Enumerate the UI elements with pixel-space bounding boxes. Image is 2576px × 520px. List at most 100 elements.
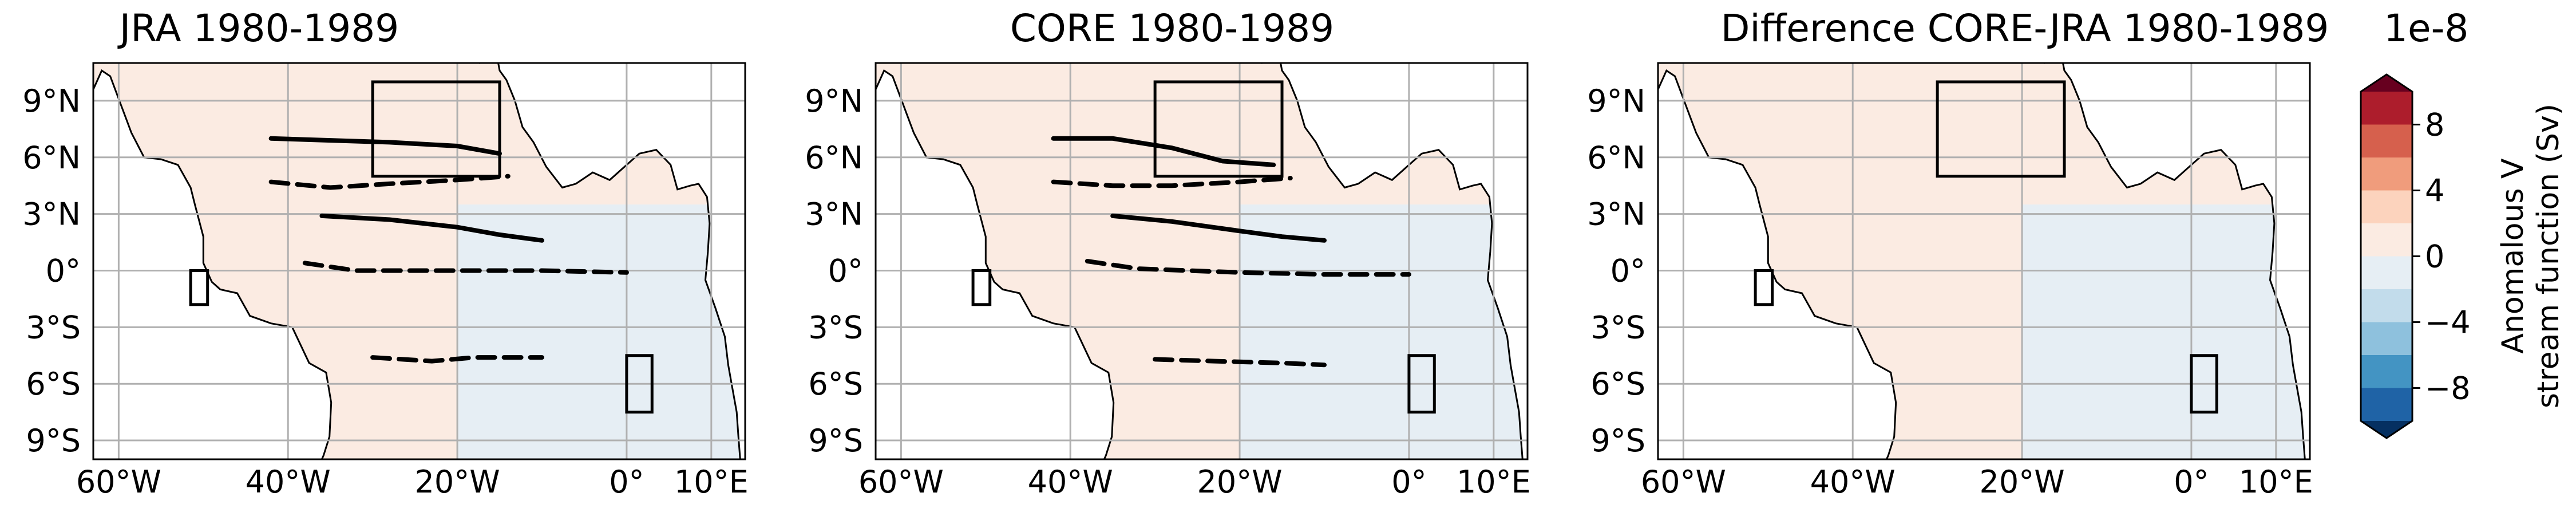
colorbar-level: [2361, 355, 2412, 388]
x-tick-label: 60°W: [1641, 464, 1726, 500]
africa-land: [1261, 63, 1528, 459]
contour-dashed-1: [268, 174, 511, 190]
colorbar-tick-label: 4: [2425, 173, 2444, 209]
y-tick-label: 3°S: [26, 309, 81, 345]
panel-title: Difference CORE-JRA 1980-1989: [1721, 6, 2329, 50]
axes-frame: [1657, 62, 2311, 460]
colorbar-tick-label: −8: [2425, 371, 2471, 407]
y-tick-label: 9°S: [808, 423, 863, 459]
x-tick-label: 20°W: [415, 464, 500, 500]
colorbar-level: [2361, 289, 2412, 322]
x-tick-label: 10°E: [674, 464, 749, 500]
y-tick-label: 3°N: [805, 196, 863, 233]
field-north-band: [876, 63, 1240, 120]
colorbar-label-line2: stream function (Sv): [2531, 104, 2566, 408]
y-tick-label: 3°S: [808, 309, 863, 345]
colorbar-exponent-label: 1e-8: [2384, 6, 2468, 50]
region-box-0: [1153, 80, 1284, 178]
x-tick-label: 10°E: [2239, 464, 2313, 500]
y-tick-label: 6°S: [808, 366, 863, 402]
y-tick-label: 0°: [46, 253, 81, 289]
map-panel-core: CORE 1980-1989 60°W 40°W 20°W 0° 10°E 9°N 6°N 3…: [805, 6, 1531, 500]
y-tick-label: 9°S: [26, 423, 81, 459]
contour-dashed-3: [302, 261, 629, 275]
contour-solid-0: [1051, 136, 1276, 167]
colorbar-level: [2361, 388, 2412, 421]
x-tick-label: 40°W: [1810, 464, 1896, 500]
region-box-0: [371, 80, 501, 178]
region-box-2: [189, 269, 209, 306]
y-tick-label: 0°: [828, 253, 863, 289]
x-tick-label: 40°W: [246, 464, 331, 500]
x-tick-label: 60°W: [76, 464, 161, 500]
panel-title: CORE 1980-1989: [1010, 6, 1334, 50]
panel-title: JRA 1980-1989: [117, 6, 399, 50]
colorbar-outline: [2360, 73, 2413, 439]
x-tick-label: 0°: [1391, 464, 1426, 500]
colorbar-tick-label: 8: [2425, 107, 2444, 143]
field-gulf-region: [457, 204, 745, 459]
axes-frame: [92, 62, 746, 460]
contour-dashed-1: [1051, 176, 1293, 188]
colorbar-level: [2361, 157, 2412, 191]
colorbar-tick-label: −4: [2425, 305, 2471, 341]
field-north-band: [1658, 63, 2023, 120]
x-tick-label: 20°W: [1980, 464, 2065, 500]
axes-frame: [875, 62, 1529, 460]
south-america-land: [1658, 69, 1897, 459]
colorbar-level: [2361, 223, 2412, 257]
region-box-2: [1754, 269, 1774, 306]
colorbar-level: [2361, 124, 2412, 157]
y-tick-label: 9°S: [1590, 423, 1645, 459]
y-tick-label: 3°N: [22, 196, 81, 233]
colorbar-level: [2361, 322, 2412, 355]
y-tick-label: 6°N: [1587, 140, 1645, 176]
y-tick-label: 0°: [1611, 253, 1645, 289]
x-tick-label: 60°W: [858, 464, 944, 500]
colorbar: 1e-8 Anomalous V stream function (Sv) 8 4…: [2360, 6, 2566, 439]
x-tick-label: 0°: [609, 464, 644, 500]
y-tick-label: 6°S: [1590, 366, 1645, 402]
region-box-2: [971, 269, 992, 306]
colorbar-level: [2361, 92, 2412, 125]
colorbar-extend-max: [2361, 74, 2412, 92]
colorbar-level: [2361, 256, 2412, 289]
y-tick-label: 9°N: [22, 83, 81, 119]
plot-area: [876, 63, 1528, 459]
region-box-0: [1936, 80, 2066, 178]
contour-solid-0: [268, 136, 502, 156]
y-tick-label: 6°N: [22, 140, 81, 176]
colorbar-label-line1: Anomalous V: [2496, 158, 2530, 354]
region-box-1: [2190, 354, 2218, 414]
x-tick-label: 20°W: [1197, 464, 1283, 500]
field-gulf-region: [2022, 204, 2310, 459]
contour-solid-2: [1110, 213, 1327, 243]
field-gulf-region: [1240, 204, 1528, 459]
africa-land: [479, 63, 745, 459]
x-tick-label: 0°: [2174, 464, 2209, 500]
x-tick-label: 40°W: [1028, 464, 1113, 500]
region-box-1: [1407, 354, 1436, 414]
y-tick-label: 3°N: [1587, 196, 1645, 233]
colorbar-extend-min: [2361, 421, 2412, 438]
y-tick-label: 9°N: [805, 83, 863, 119]
south-america-land: [876, 69, 1115, 459]
contour-dashed-4: [370, 355, 544, 364]
y-tick-label: 3°S: [1590, 309, 1645, 345]
plot-area: [1658, 63, 2310, 459]
y-tick-label: 6°S: [26, 366, 81, 402]
contour-dashed-3: [1085, 259, 1411, 277]
field-north-band: [93, 63, 458, 120]
map-panel-difference: Difference CORE-JRA 1980-1989 60°W 40°W 20…: [1587, 6, 2329, 500]
south-america-land: [93, 69, 333, 459]
colorbar-level: [2361, 190, 2412, 223]
map-panel-jra: JRA 1980-1989 60°W 40°W 20°W 0° 10°E 9°N 6°N 3°…: [22, 6, 749, 500]
contour-dashed-4: [1153, 357, 1327, 368]
colorbar-tick-label: 0: [2425, 239, 2444, 275]
plot-area: [93, 63, 745, 459]
africa-land: [2044, 63, 2310, 459]
x-tick-label: 10°E: [1457, 464, 1531, 500]
y-tick-label: 6°N: [805, 140, 863, 176]
region-box-1: [625, 354, 654, 414]
